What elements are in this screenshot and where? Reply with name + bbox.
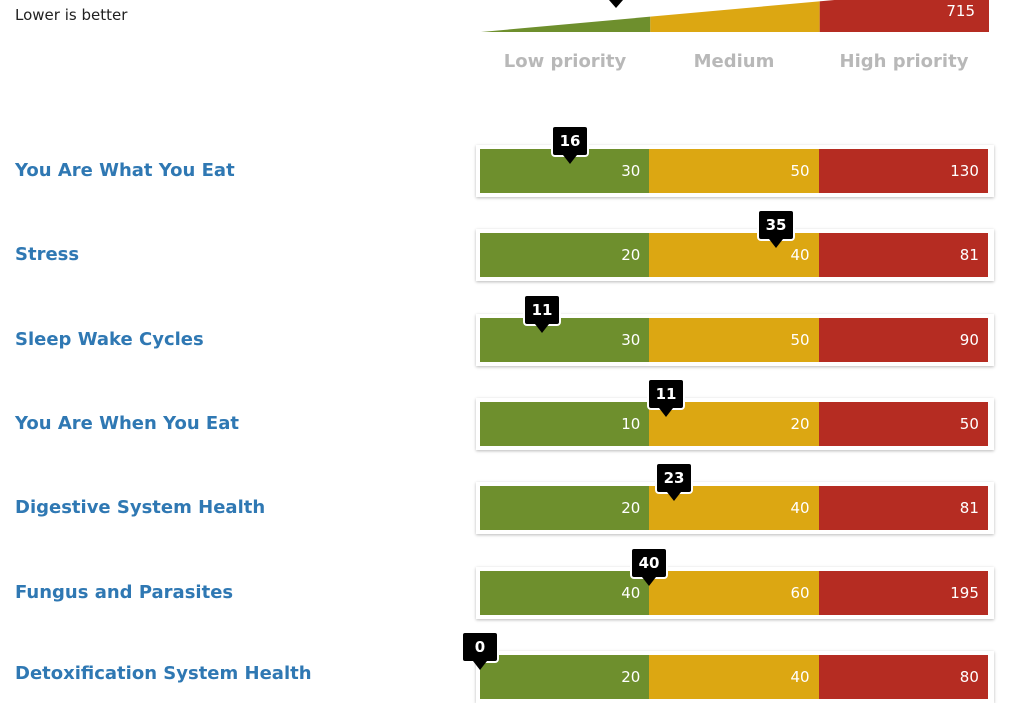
yellow-segment: 20: [649, 402, 819, 446]
row-label[interactable]: You Are What You Eat: [15, 160, 235, 181]
red-segment: 90: [818, 318, 988, 362]
threshold-value: 30: [621, 162, 641, 180]
threshold-value: 81: [959, 246, 979, 264]
row-label[interactable]: Sleep Wake Cycles: [15, 329, 204, 350]
score-bar: 11 10 20 50: [476, 380, 994, 450]
overview-red-segment: [819, 0, 989, 32]
yellow-segment: 40: [649, 233, 819, 277]
red-segment: 80: [818, 655, 988, 699]
row-label[interactable]: Fungus and Parasites: [15, 582, 234, 603]
threshold-value: 195: [950, 584, 979, 602]
threshold-value: 20: [621, 499, 641, 517]
score-marker: 11: [525, 296, 559, 324]
row-label[interactable]: Detoxification System Health: [15, 663, 312, 684]
threshold-value: 130: [950, 162, 979, 180]
green-segment: 40: [480, 571, 650, 615]
score-marker: 40: [632, 549, 666, 577]
yellow-segment: 40: [649, 655, 819, 699]
threshold-value: 90: [959, 331, 979, 349]
threshold-value: 50: [790, 331, 810, 349]
red-segment: 81: [818, 233, 988, 277]
threshold-value: 20: [790, 415, 810, 433]
green-segment: 30: [480, 318, 650, 362]
score-bar: 11 30 50 90: [476, 296, 994, 366]
score-marker: 0: [463, 633, 497, 661]
yellow-segment: 50: [649, 318, 819, 362]
overview-wedge-bar: 715: [476, 0, 994, 38]
threshold-value: 20: [621, 246, 641, 264]
row-label[interactable]: You Are When You Eat: [15, 413, 239, 434]
score-bar: 23 20 40 81: [476, 464, 994, 534]
threshold-value: 30: [621, 331, 641, 349]
red-segment: 81: [818, 486, 988, 530]
threshold-value: 40: [790, 499, 810, 517]
score-marker: 16: [553, 127, 587, 155]
yellow-segment: 50: [649, 149, 819, 193]
red-segment: 130: [818, 149, 988, 193]
overview-green-segment: [481, 0, 651, 32]
threshold-value: 40: [790, 246, 810, 264]
score-bar: 16 30 50 130: [476, 127, 994, 197]
yellow-segment: 60: [649, 571, 819, 615]
red-segment: 195: [818, 571, 988, 615]
threshold-value: 81: [959, 499, 979, 517]
threshold-value: 40: [790, 668, 810, 686]
score-bar: 35 20 40 81: [476, 211, 994, 281]
row-label[interactable]: Digestive System Health: [15, 497, 266, 518]
overview-red-value: 715: [946, 2, 975, 20]
overview-yellow-segment: [650, 0, 820, 32]
overview-marker-pointer: [609, 0, 623, 8]
threshold-value: 50: [790, 162, 810, 180]
legend-low-priority: Low priority: [503, 51, 627, 72]
lower-is-better-note: Lower is better: [15, 6, 128, 24]
legend-high-priority: High priority: [839, 51, 969, 72]
green-segment: 20: [480, 233, 650, 277]
score-marker: 23: [657, 464, 691, 492]
legend-medium: Medium: [693, 51, 775, 72]
red-segment: 50: [818, 402, 988, 446]
threshold-value: 50: [959, 415, 979, 433]
score-marker: 35: [759, 211, 793, 239]
green-segment: 20: [480, 486, 650, 530]
threshold-value: 20: [621, 668, 641, 686]
threshold-value: 40: [621, 584, 641, 602]
threshold-value: 10: [621, 415, 641, 433]
green-segment: 20: [480, 655, 650, 699]
score-bar: 0 20 40 80: [463, 633, 994, 703]
score-bar: 40 40 60 195: [476, 549, 994, 619]
score-marker: 11: [649, 380, 683, 408]
green-segment: 10: [480, 402, 650, 446]
threshold-value: 60: [790, 584, 810, 602]
row-label[interactable]: Stress: [15, 244, 80, 265]
threshold-value: 80: [959, 668, 979, 686]
